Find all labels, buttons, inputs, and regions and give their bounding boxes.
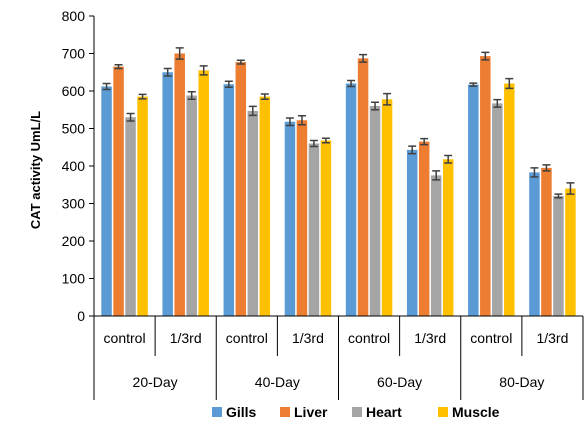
- bar-liver: [296, 120, 308, 316]
- bar-muscle: [320, 140, 332, 316]
- bar-liver: [357, 58, 369, 316]
- legend-swatch-liver: [280, 407, 290, 417]
- bar-gills: [406, 149, 418, 316]
- y-axis-label: CAT activity UmL/L: [28, 111, 43, 229]
- legend-swatch-muscle: [438, 407, 448, 417]
- bar-heart: [492, 103, 503, 316]
- x-group-label: 80-Day: [499, 374, 544, 390]
- y-tick-label: 600: [62, 83, 86, 99]
- bar-muscle: [442, 159, 454, 316]
- x-axis: control 1/3rd control 1/3rd control 1/3rd cont…: [93, 315, 584, 400]
- legend-label-muscle: Muscle: [452, 404, 500, 420]
- x-group-label: 20-Day: [133, 374, 178, 390]
- bar-liver: [174, 53, 185, 316]
- bar-muscle: [504, 83, 515, 316]
- x-category-label: control: [226, 330, 268, 346]
- bar-gills: [529, 172, 540, 316]
- legend-label-gills: Gills: [226, 404, 257, 420]
- legend-swatch-gills: [212, 407, 222, 417]
- bar-muscle: [137, 96, 148, 316]
- bar-heart: [430, 175, 442, 316]
- x-category-label: 1/3rd: [536, 330, 568, 346]
- bar-muscle: [565, 188, 576, 316]
- bars: [101, 47, 576, 316]
- y-tick-label: 700: [62, 46, 86, 62]
- bar-liver: [235, 62, 247, 316]
- y-tick-label: 0: [77, 308, 85, 324]
- bar-heart: [553, 196, 564, 316]
- x-group-label: 40-Day: [255, 374, 300, 390]
- bar-gills: [345, 83, 357, 316]
- bar-gills: [223, 84, 235, 316]
- y-tick-label: 100: [62, 271, 86, 287]
- x-category-label: 1/3rd: [414, 330, 446, 346]
- bar-heart: [125, 117, 136, 316]
- bar-heart: [308, 143, 320, 316]
- bar-liver: [418, 141, 430, 316]
- bar-heart: [247, 110, 259, 316]
- bar-muscle: [381, 99, 393, 316]
- y-tick-label: 400: [62, 158, 86, 174]
- x-category-label: control: [470, 330, 512, 346]
- x-category-label: 1/3rd: [170, 330, 202, 346]
- y-tick-label: 800: [62, 8, 86, 24]
- y-tick-label: 200: [62, 233, 86, 249]
- bar-gills: [468, 84, 479, 316]
- legend-label-liver: Liver: [294, 404, 328, 420]
- bar-heart: [186, 95, 197, 316]
- x-category-label: control: [348, 330, 390, 346]
- y-tick-label: 300: [62, 196, 86, 212]
- legend: Gills Liver Heart Muscle: [212, 404, 500, 420]
- bar-muscle: [259, 96, 271, 316]
- bar-gills: [101, 86, 112, 316]
- bar-gills: [284, 121, 296, 316]
- legend-label-heart: Heart: [366, 404, 402, 420]
- bar-liver: [480, 56, 491, 316]
- bar-heart: [369, 106, 381, 316]
- y-tick-label: 500: [62, 121, 86, 137]
- x-category-label: 1/3rd: [292, 330, 324, 346]
- legend-swatch-heart: [352, 407, 362, 417]
- bar-liver: [541, 167, 552, 316]
- bar-liver: [113, 66, 124, 316]
- x-group-label: 60-Day: [377, 374, 422, 390]
- bar-gills: [162, 72, 173, 316]
- bar-muscle: [198, 70, 209, 316]
- y-axis: 0 100 200 300 400 500 600 700 800: [62, 8, 95, 324]
- x-category-label: control: [104, 330, 146, 346]
